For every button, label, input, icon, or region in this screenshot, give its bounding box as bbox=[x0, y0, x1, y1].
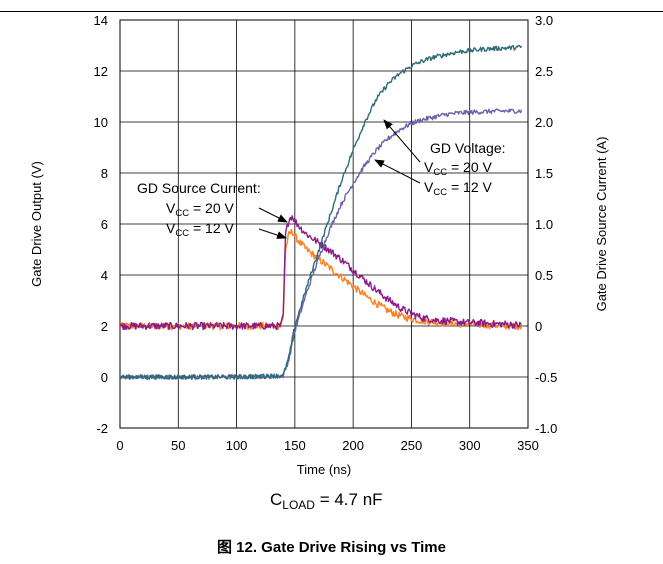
arrow-current-vcc20 bbox=[258, 207, 288, 223]
x-tick-label: 200 bbox=[342, 438, 364, 453]
arrow-current-vcc12 bbox=[258, 228, 287, 239]
y-tick-label: 10 bbox=[94, 115, 108, 130]
x-tick-label: 150 bbox=[284, 438, 306, 453]
series-layer bbox=[120, 44, 523, 380]
current-annotation-title: GD Source Current: bbox=[137, 180, 261, 196]
y2-tick-label: 1.5 bbox=[535, 166, 553, 181]
arrow-voltage-vcc12 bbox=[374, 159, 421, 184]
y-tick-label: 8 bbox=[101, 166, 108, 181]
y-tick-label: 4 bbox=[101, 268, 108, 283]
y2-tick-labels: -1.0 -0.5 0 0.5 1.0 1.5 2.0 2.5 3.0 bbox=[535, 13, 557, 436]
x-tick-labels: 0 50 100 150 200 250 300 350 bbox=[116, 438, 538, 453]
figure-caption: 图 12. Gate Drive Rising vs Time bbox=[217, 539, 446, 556]
gate-drive-chart: 0 50 100 150 200 250 300 350 -2 0 2 4 6 8 10 12 14 -1.0… bbox=[29, 13, 609, 512]
y-tick-labels: -2 0 2 4 6 8 10 12 14 bbox=[94, 13, 108, 436]
y2-tick-label: -0.5 bbox=[535, 370, 557, 385]
y-tick-label: 6 bbox=[101, 217, 108, 232]
x-axis-title: Time (ns) bbox=[297, 462, 351, 477]
voltage-annotation-vcc12: VCC = 12 V bbox=[424, 179, 492, 198]
load-capacitance-label: CLOAD = 4.7 nF bbox=[270, 490, 383, 512]
y2-tick-label: 2.5 bbox=[535, 64, 553, 79]
y2-tick-label: 1.0 bbox=[535, 217, 553, 232]
top-rule bbox=[0, 11, 663, 12]
voltage-annotation-title: GD Voltage: bbox=[430, 140, 506, 156]
y2-tick-label: -1.0 bbox=[535, 421, 557, 436]
current-annotation-vcc20: VCC = 20 V bbox=[166, 200, 234, 219]
y-axis-title: Gate Drive Output (V) bbox=[29, 161, 44, 287]
series-line-voltage-vcc20 bbox=[120, 44, 523, 380]
x-tick-label: 350 bbox=[517, 438, 539, 453]
y-tick-label: -2 bbox=[96, 421, 108, 436]
grid bbox=[120, 20, 528, 428]
x-tick-label: 100 bbox=[226, 438, 248, 453]
y-tick-label: 14 bbox=[94, 13, 108, 28]
current-annotation-vcc12: VCC = 12 V bbox=[166, 220, 234, 239]
y2-tick-label: 0 bbox=[535, 319, 542, 334]
arrow-voltage-vcc20 bbox=[383, 119, 421, 163]
x-tick-label: 0 bbox=[116, 438, 123, 453]
x-tick-label: 50 bbox=[171, 438, 185, 453]
y-tick-label: 12 bbox=[94, 64, 108, 79]
plot-frame bbox=[119, 19, 529, 429]
y2-tick-label: 0.5 bbox=[535, 268, 553, 283]
series-line-current-vcc12 bbox=[120, 228, 523, 331]
y2-tick-label: 2.0 bbox=[535, 115, 553, 130]
y2-tick-label: 3.0 bbox=[535, 13, 553, 28]
y2-axis-title: Gate Drive Source Current (A) bbox=[594, 137, 609, 312]
y-tick-label: 2 bbox=[101, 319, 108, 334]
x-tick-label: 300 bbox=[459, 438, 481, 453]
voltage-annotation-vcc20: VCC = 20 V bbox=[424, 159, 492, 178]
x-tick-label: 250 bbox=[401, 438, 423, 453]
y-tick-label: 0 bbox=[101, 370, 108, 385]
